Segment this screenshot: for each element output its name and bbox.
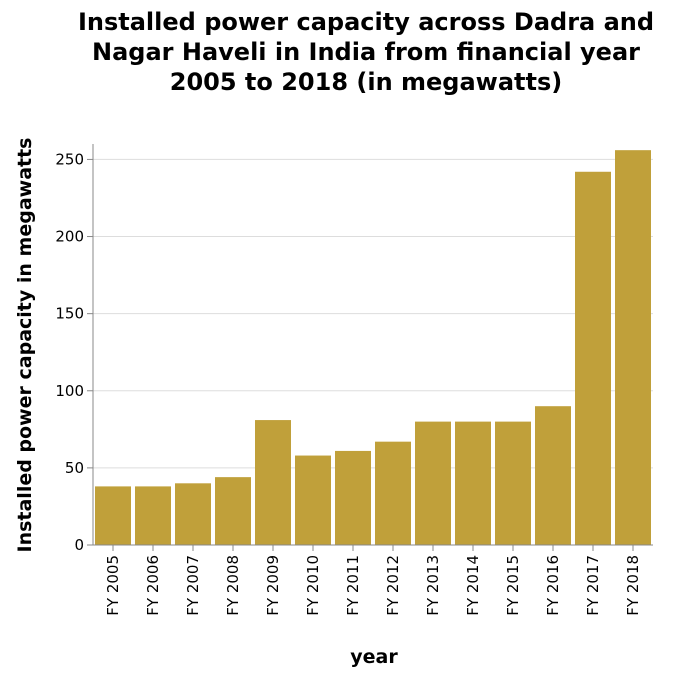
- y-tick-label: 150: [55, 305, 84, 323]
- bar: [215, 477, 251, 545]
- y-tick-label: 100: [55, 382, 84, 400]
- x-tick-label: FY 2008: [224, 555, 242, 616]
- x-tick-label: FY 2005: [104, 555, 122, 616]
- bar: [295, 455, 331, 545]
- x-tick-label: FY 2007: [184, 555, 202, 616]
- axes: [92, 144, 653, 546]
- y-axis-ticks: 0 50 100 150 200 250: [55, 150, 93, 554]
- x-axis-label: year: [350, 646, 398, 668]
- chart-title-line-2: Nagar Haveli in India from financial yea…: [92, 38, 640, 66]
- y-tick-label: 250: [55, 150, 84, 168]
- y-tick-label: 200: [55, 228, 84, 246]
- bar: [175, 483, 211, 545]
- bar: [255, 420, 291, 545]
- bars: [95, 150, 651, 545]
- x-tick-label: FY 2010: [304, 555, 322, 616]
- bar: [375, 441, 411, 545]
- x-tick-label: FY 2006: [144, 555, 162, 616]
- bar: [95, 486, 131, 545]
- x-axis-ticks: FY 2005 FY 2006 FY 2007 FY 2008 FY 2009 FY 20…: [104, 545, 642, 616]
- x-tick-label: FY 2016: [544, 555, 562, 616]
- bar: [535, 406, 571, 545]
- x-tick-label: FY 2014: [464, 555, 482, 616]
- chart-title-line-3: 2005 to 2018 (in megawatts): [170, 68, 562, 96]
- bar: [135, 486, 171, 545]
- x-tick-label: FY 2013: [424, 555, 442, 616]
- bar: [615, 150, 651, 545]
- bar: [415, 421, 451, 545]
- chart-title: Installed power capacity across Dadra an…: [78, 8, 654, 96]
- x-tick-label: FY 2015: [504, 555, 522, 616]
- bar: [335, 450, 371, 545]
- chart-title-line-1: Installed power capacity across Dadra an…: [78, 8, 654, 36]
- bar: [575, 171, 611, 545]
- x-tick-label: FY 2012: [384, 555, 402, 616]
- x-tick-label: FY 2017: [584, 555, 602, 616]
- y-tick-label: 50: [65, 459, 84, 477]
- y-axis-label: Installed power capacity in megawatts: [14, 138, 36, 553]
- x-tick-label: FY 2011: [344, 555, 362, 616]
- x-tick-label: FY 2018: [624, 555, 642, 616]
- x-tick-label: FY 2009: [264, 555, 282, 616]
- bar: [455, 421, 491, 545]
- bar: [495, 421, 531, 545]
- y-tick-label: 0: [74, 536, 84, 554]
